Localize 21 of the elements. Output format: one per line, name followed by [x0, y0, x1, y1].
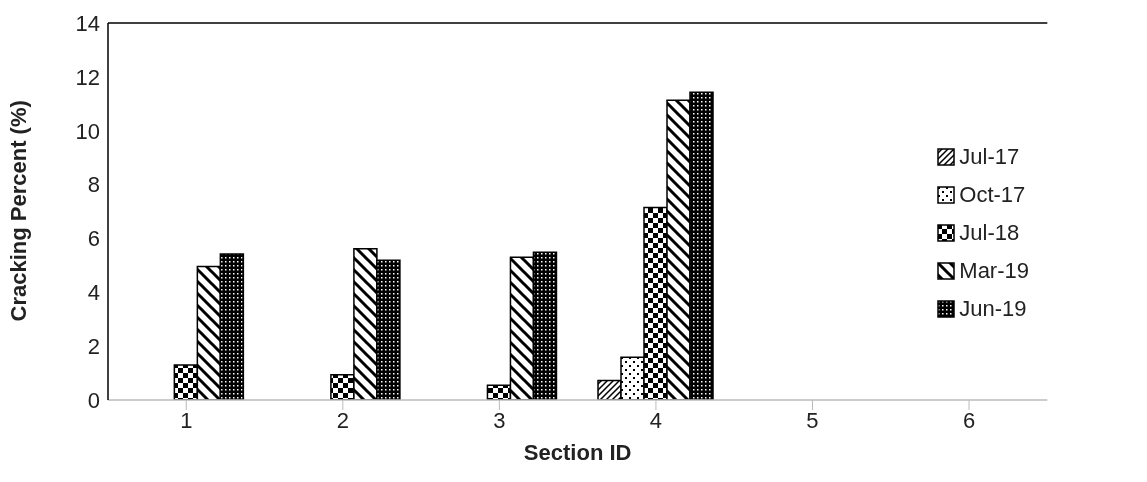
- y-tick-label: 12: [75, 64, 100, 90]
- y-tick-label: 0: [87, 387, 100, 413]
- y-axis-title: Cracking Percent (%): [5, 100, 31, 322]
- legend-label: Mar-19: [959, 258, 1029, 284]
- y-tick-label: 2: [87, 333, 100, 359]
- y-tick-label: 6: [87, 226, 100, 252]
- x-tick-label: 2: [336, 407, 349, 433]
- x-tick-label: 3: [493, 407, 506, 433]
- x-tick-label: 5: [806, 407, 819, 433]
- x-tick-label: 1: [180, 407, 193, 433]
- legend-label: Jul-17: [959, 144, 1020, 170]
- legend-label: Jun-19: [959, 296, 1027, 322]
- y-tick-label: 14: [75, 10, 100, 36]
- x-axis-title: Section ID: [523, 440, 632, 465]
- legend-label: Jul-18: [959, 220, 1020, 246]
- y-tick-label: 8: [87, 172, 100, 198]
- x-tick-label: 6: [962, 407, 976, 433]
- y-tick-label: 4: [87, 280, 100, 306]
- legend-label: Oct-17: [959, 182, 1026, 208]
- x-tick-label: 4: [649, 407, 663, 433]
- y-tick-label: 10: [75, 118, 100, 144]
